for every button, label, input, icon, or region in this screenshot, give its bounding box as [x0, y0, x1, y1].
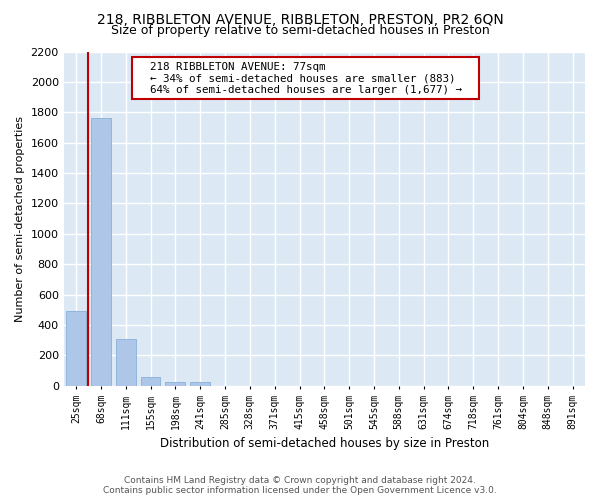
Bar: [91, 118, 111, 386]
Text: 218 RIBBLETON AVENUE: 77sqm
  ← 34% of semi-detached houses are smaller (883)
  : 218 RIBBLETON AVENUE: 77sqm ← 34% of sem…: [137, 62, 475, 94]
Bar: [190, 382, 210, 386]
Y-axis label: Number of semi-detached properties: Number of semi-detached properties: [15, 116, 25, 322]
Bar: [116, 340, 136, 386]
X-axis label: Distribution of semi-detached houses by size in Preston: Distribution of semi-detached houses by …: [160, 437, 489, 450]
Text: Size of property relative to semi-detached houses in Preston: Size of property relative to semi-detach…: [110, 24, 490, 37]
Bar: [166, 382, 185, 386]
Bar: [140, 378, 160, 386]
Text: 218, RIBBLETON AVENUE, RIBBLETON, PRESTON, PR2 6QN: 218, RIBBLETON AVENUE, RIBBLETON, PRESTO…: [97, 12, 503, 26]
Bar: [66, 312, 86, 386]
Text: Contains HM Land Registry data © Crown copyright and database right 2024.
Contai: Contains HM Land Registry data © Crown c…: [103, 476, 497, 495]
